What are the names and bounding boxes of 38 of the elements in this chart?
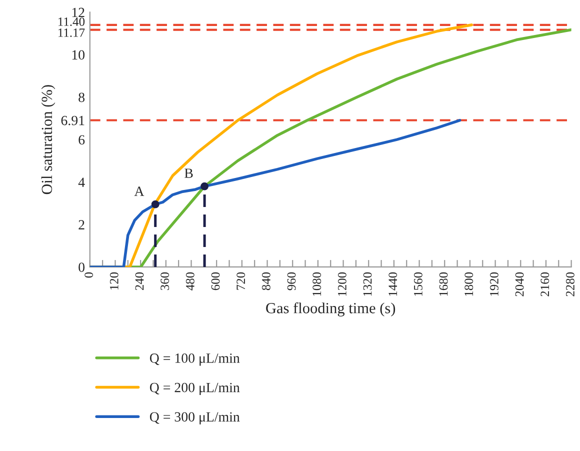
line-series: [90, 118, 462, 267]
annotation: B: [184, 168, 193, 178]
legend-label: Q = 300 μL/min: [150, 412, 240, 424]
y-tick-label: 6: [78, 135, 85, 145]
x-tick-label: 840: [262, 272, 270, 290]
x-tick-label: 600: [211, 272, 220, 290]
y-tick-label: 6.91: [61, 116, 84, 126]
x-tick-label: 2160: [540, 272, 550, 296]
x-tick-label: 1800: [464, 272, 474, 296]
x-tick-label: 1560: [414, 272, 422, 296]
y-tick-label: 11.40: [58, 17, 85, 26]
x-tick-label: 360: [160, 272, 170, 290]
x-tick-label: 1080: [312, 272, 322, 296]
x-tick-label: 1200: [338, 272, 346, 296]
y-axis-title: Oil saturation (%): [41, 85, 56, 194]
x-tick-label: 2280: [566, 272, 574, 296]
x-tick-label: 1680: [439, 272, 448, 296]
y-tick-label: 11.17: [58, 28, 85, 37]
legend-label: Q = 200 μL/min: [150, 382, 240, 396]
x-tick-label: 2040: [515, 272, 524, 296]
y-tick-label: 4: [78, 178, 85, 187]
x-tick-label: 120: [110, 272, 118, 290]
annotation: A: [134, 186, 144, 196]
legend-label: Q = 100 μL/min: [150, 353, 240, 366]
y-tick-label: 8: [78, 92, 85, 102]
x-tick-label: 720: [236, 272, 246, 290]
x-tick-label: 1440: [388, 272, 398, 296]
y-tick-label: 0: [78, 262, 85, 272]
x-axis-title: Gas flooding time (s): [266, 302, 396, 316]
x-tick-label: 0: [84, 272, 94, 278]
x-tick-label: 1320: [363, 272, 372, 296]
y-tick-label: 12: [72, 8, 84, 17]
x-tick-label: 480: [186, 272, 194, 290]
y-tick-label: 2: [78, 220, 84, 230]
y-tick-label: 10: [72, 50, 85, 60]
x-tick-label: 1920: [490, 272, 498, 296]
x-tick-label: 960: [287, 272, 296, 290]
x-tick-label: 240: [135, 272, 144, 290]
